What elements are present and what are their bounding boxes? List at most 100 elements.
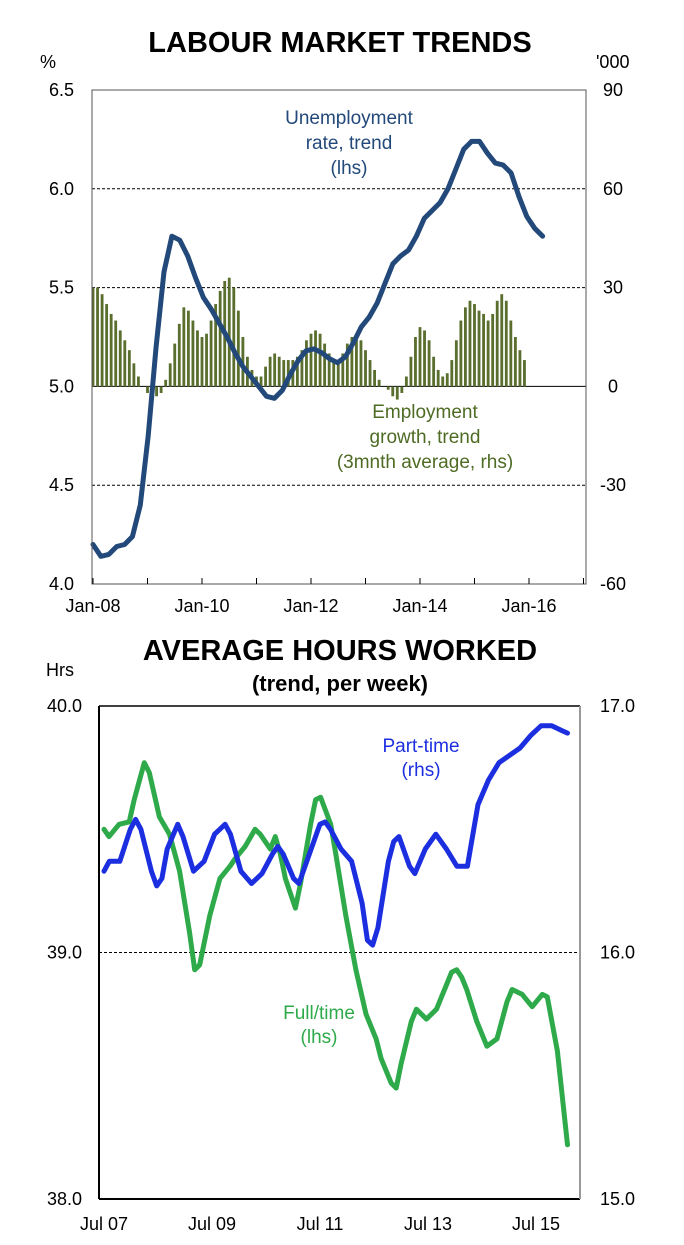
chart1-unemployment-label-line: Unemployment [285,108,413,129]
employment-bar [109,313,113,387]
chart2-plot-frame [98,705,581,1200]
employment-bar [523,360,526,387]
chart2-title: AVERAGE HOURS WORKED [143,635,537,667]
employment-bar [264,366,267,387]
right-tick-label: 17.0 [600,696,635,716]
employment-bar [186,310,190,387]
chart1-plot-frame [91,89,587,585]
chart1-employment-label-line: (3mnth average, rhs) [337,452,513,473]
chart1-unemployment-label-line: (lhs) [331,158,368,179]
employment-bar [227,277,231,387]
right-tick-label: 90 [603,80,623,100]
left-tick-label: 39.0 [47,943,82,963]
employment-bar [364,350,367,387]
x-tick-label: Jan-16 [501,596,556,616]
x-tick-label: Jan-10 [174,596,229,616]
employment-bar [236,310,240,387]
right-tick-label: 0 [608,376,618,396]
employment-bar [91,287,95,387]
chart2-part-time-label-line: Part-time [382,736,459,757]
employment-bar [336,360,340,387]
employment-bar [391,386,395,397]
employment-bar [473,304,476,387]
employment-bar [259,376,263,387]
left-tick-label: 40.0 [47,696,82,716]
employment-bar [305,340,308,387]
employment-bar [182,307,186,387]
employment-bar [218,290,222,387]
employment-bar [341,353,345,387]
chart2-right-axis: 17.0 16.0 15.0 [600,696,635,1209]
employment-bar [454,340,458,387]
employment-bar [205,333,208,387]
x-tick-label: Jul 09 [188,1214,236,1234]
chart1-employment-label: Employment growth, trend (3mnth average,… [337,402,513,473]
employment-bar [268,356,272,387]
left-tick-label: 4.5 [49,475,74,495]
employment-bar [432,356,436,387]
chart1-unemployment-label: Unemployment rate, trend (lhs) [285,108,413,179]
employment-bar [164,379,168,387]
chart1-left-axis: 6.5 6.0 5.5 5.0 4.5 4.0 [49,80,74,594]
chart1-right-axis: 90 60 30 0 -30 -60 [600,80,626,594]
employment-bar [323,343,327,387]
employment-bar [486,320,490,387]
employment-bar [400,386,404,393]
employment-bar [500,294,504,387]
employment-bar [159,386,163,393]
employment-bar [427,340,431,387]
employment-bar [414,337,417,387]
employment-bar [309,333,313,387]
employment-bar [436,369,440,387]
right-tick-label: 30 [603,278,623,298]
chart1-right-unit: '000 [596,52,629,72]
employment-bar [105,304,109,387]
employment-bar [327,353,331,387]
chart2-left-unit: Hrs [46,660,74,680]
employment-bar [314,330,317,387]
employment-bar [300,350,304,387]
chart1-employment-label-line: Employment [372,402,478,423]
right-tick-label: 16.0 [600,943,635,963]
employment-bar [518,350,522,387]
employment-bar [404,376,408,387]
employment-bar [173,343,177,387]
employment-bar [168,363,172,387]
employment-bar [318,333,322,387]
right-tick-label: -30 [600,475,626,495]
employment-bar [132,363,136,387]
employment-bar [423,330,426,387]
chart1-unemployment-label-line: rate, trend [306,133,393,154]
chart2-part-time-label: Part-time (rhs) [382,736,459,781]
chart2-part-time-label-line: (rhs) [401,760,440,781]
chart2-full-time-label-line: (lhs) [301,1027,338,1048]
employment-bar [359,340,363,387]
employment-bar [100,294,104,387]
employment-bar [277,356,281,387]
employment-bar [191,320,195,387]
employment-bar [196,330,199,387]
employment-bar [418,327,422,387]
right-tick-label: 60 [603,179,623,199]
employment-bar [350,337,354,387]
chart1-title: LABOUR MARKET TRENDS [148,27,531,59]
left-tick-label: 6.5 [49,80,74,100]
employment-bar [127,350,131,387]
chart2-full-time-line [101,760,570,1148]
right-tick-label: -60 [600,574,626,594]
employment-bar [118,330,122,387]
employment-bar [482,313,485,387]
employment-bar [295,356,299,387]
employment-bar [445,373,449,387]
employment-bar [146,386,149,393]
left-tick-label: 6.0 [49,179,74,199]
employment-bar [123,340,127,387]
employment-bar [450,360,454,387]
employment-bar [504,300,508,387]
employment-bar [155,386,158,397]
chart2-left-axis: 40.0 39.0 38.0 [47,696,82,1209]
employment-bar [464,307,467,387]
x-tick-label: Jan-08 [65,596,120,616]
left-tick-label: 5.5 [49,278,74,298]
